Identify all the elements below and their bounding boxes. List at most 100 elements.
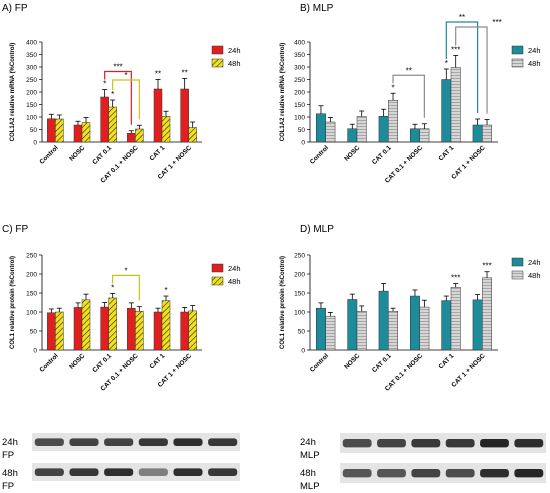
bar-24h-CAT 0.1 + NOSC (127, 133, 136, 143)
x-category-label: CAT 1 (438, 352, 456, 370)
bar-24h-CAT 0.1 + NOSC (127, 307, 136, 351)
blot-band (104, 468, 134, 476)
bar-48h-NOSC (356, 116, 367, 143)
y-tick-label: 150 (294, 290, 305, 297)
y-tick-label: 350 (294, 52, 305, 59)
legend-label: 24h (528, 46, 541, 55)
significance-label: *** (451, 274, 460, 283)
bar-48h-CAT 1 (161, 116, 171, 143)
blot-band (342, 439, 372, 448)
x-category-label: NOSC (68, 352, 86, 370)
bar-24h-CAT 0.1 (100, 306, 109, 351)
blot-fp-48h (32, 463, 240, 481)
bar-48h-CAT 1 (450, 67, 461, 143)
y-tick-label: 250 (294, 252, 305, 259)
bar-24h-Control (47, 118, 56, 143)
y-tick-label: 200 (294, 89, 305, 96)
bar-48h-CAT 0.1 (388, 100, 398, 143)
significance-bracket (112, 79, 140, 120)
x-category-label: CAT 1 + NOSC (450, 144, 487, 181)
x-category-label: CAT 0.1 (371, 352, 393, 374)
bar-48h-NOSC (356, 310, 367, 351)
significance-bracket (455, 26, 488, 114)
legend-swatch-24h (511, 257, 524, 267)
panel-title: B) MLP (300, 3, 334, 14)
blot-label: 24h (2, 437, 18, 448)
y-axis-label: COL1A2 relative mRNA (%Control) (280, 43, 286, 141)
y-tick-label: 400 (294, 39, 305, 46)
y-tick-label: 50 (30, 328, 38, 335)
blot-band (377, 469, 406, 478)
bar-48h-NOSC (81, 299, 91, 351)
blot-band (208, 438, 238, 446)
x-category-label: CAT 1 (149, 352, 167, 370)
significance-label: * (164, 286, 167, 295)
bar-48h-CAT 0.1 + NOSC (135, 128, 144, 143)
y-tick-label: 250 (26, 77, 37, 84)
y-tick-label: 0 (301, 347, 305, 354)
y-tick-label: 0 (301, 139, 305, 146)
bracket-label: * (124, 266, 127, 275)
bar-48h-CAT 0.1 (388, 310, 398, 351)
legend-swatch-48h (211, 276, 224, 286)
bar-48h-CAT 1 + NOSC (188, 127, 197, 143)
blot-band (445, 439, 475, 448)
panel-title: D) MLP (300, 224, 334, 235)
bar-24h-NOSC (73, 124, 83, 143)
y-tick-label: 250 (294, 77, 305, 84)
significance-label: *** (451, 46, 460, 55)
bar-24h-CAT 0.1 (378, 116, 389, 143)
bar-24h-CAT 1 (153, 311, 163, 351)
legend-label: 24h (228, 264, 241, 273)
chart-panel-2: C) FP 0 50 100 150 200 250 COL1 relative protei… (2, 224, 241, 393)
chart-panel-3: D) MLP 0 50 100 150 200 250 COL1 relative prote… (280, 224, 541, 393)
bar-48h-Control (325, 121, 336, 143)
significance-bracket (445, 21, 479, 113)
y-tick-label: 100 (26, 309, 37, 316)
blot-band (514, 439, 544, 448)
blot-fp-24h (32, 433, 240, 451)
bar-24h-Control (316, 307, 326, 351)
significance-label: * (111, 283, 114, 292)
blot-band (514, 469, 544, 478)
y-tick-label: 250 (26, 252, 37, 259)
y-tick-label: 150 (26, 102, 37, 109)
blot-membrane (32, 463, 240, 481)
bracket-label: ** (406, 66, 412, 75)
legend-swatch-24h (511, 45, 524, 55)
blot-band (34, 438, 64, 446)
significance-label: * (111, 90, 114, 99)
panel-title: A) FP (2, 3, 28, 14)
y-tick-label: 200 (26, 271, 37, 278)
blot-band (69, 438, 99, 446)
blot-mlp-48h (340, 463, 546, 483)
y-tick-label: 0 (33, 139, 37, 146)
x-category-label: CAT 1 (438, 144, 456, 162)
legend-swatch-24h (211, 45, 224, 55)
bar-24h-CAT 0.1 + NOSC (410, 295, 420, 351)
y-tick-label: 350 (26, 52, 37, 59)
bar-48h-CAT 0.1 + NOSC (419, 306, 430, 351)
blot-band (411, 439, 441, 448)
significance-bracket (112, 274, 140, 301)
blot-band (480, 469, 509, 478)
legend-swatch-48h (511, 270, 524, 280)
bar-48h-CAT 1 + NOSC (188, 310, 197, 351)
y-tick-label: 50 (30, 127, 38, 134)
bar-48h-CAT 0.1 (108, 106, 117, 143)
x-category-label: CAT 0.1 (91, 144, 113, 166)
blot-mlp-24h (340, 433, 546, 453)
bar-24h-Control (47, 312, 56, 351)
significance-bracket (392, 74, 425, 118)
bar-24h-CAT 0.1 (100, 96, 109, 143)
bar-48h-CAT 1 (450, 287, 461, 351)
x-category-label: CAT 0.1 (91, 352, 113, 374)
y-axis-label: COL1A2 relative mRNA (%Control) (10, 43, 16, 141)
bar-24h-NOSC (347, 299, 358, 351)
blot-band (173, 468, 203, 476)
bar-24h-NOSC (347, 128, 358, 143)
y-tick-label: 200 (294, 271, 305, 278)
blot-band (138, 438, 168, 446)
x-category-label: NOSC (68, 144, 86, 162)
